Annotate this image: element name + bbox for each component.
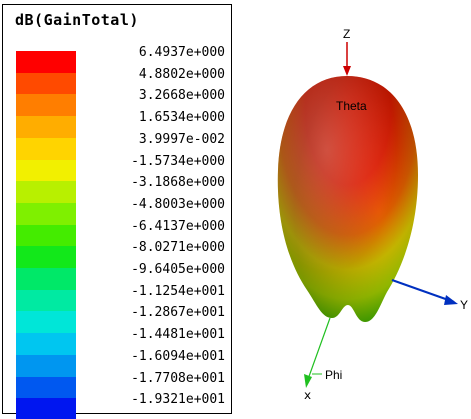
legend-swatch [16, 246, 76, 269]
legend-level-label: -1.4481e+001 [131, 327, 225, 343]
legend-level-label: -1.6094e+001 [131, 348, 225, 364]
legend-level-label: -1.9321e+001 [131, 392, 225, 408]
legend-swatch [16, 202, 76, 226]
phi-label: Phi [325, 368, 342, 382]
pattern-svg: Z Theta Y Phi ⅹ [277, 27, 468, 402]
legend-level-label: 1.6534e+000 [138, 110, 225, 126]
legend-level-label: -6.4137e+000 [131, 218, 225, 234]
legend-level-label: 4.8802e+000 [138, 66, 225, 82]
theta-label: Theta [336, 99, 367, 113]
y-axis-label: Y [460, 298, 468, 312]
legend-swatch [16, 137, 76, 160]
legend-swatch [16, 376, 76, 399]
phi-axis-arrowhead [304, 374, 312, 388]
y-axis-arrowhead [444, 295, 458, 305]
legend-swatch [16, 181, 76, 204]
legend-swatch [16, 398, 76, 419]
legend-swatch [16, 311, 76, 334]
legend-swatch [16, 224, 76, 247]
color-legend: dB(GainTotal) 6.4937e+000 4.8802e+000 3.26… [2, 4, 232, 419]
3d-pattern-plot: Z Theta Y Phi ⅹ [232, 0, 471, 419]
z-axis-arrowhead [343, 66, 351, 76]
legend-level-label: -8.0271e+000 [131, 240, 225, 256]
legend-swatch [16, 159, 76, 182]
legend-swatch [16, 72, 76, 95]
legend-swatch [16, 289, 76, 312]
legend-level-label: -3.1868e+000 [131, 175, 225, 191]
legend-swatch [16, 268, 76, 291]
legend-level-label: 3.2668e+000 [138, 88, 225, 104]
x-axis-label: ⅹ [304, 388, 311, 402]
legend-level-label: 6.4937e+000 [138, 45, 225, 60]
legend-swatch [16, 333, 76, 356]
legend-level-label: -4.8003e+000 [131, 196, 225, 212]
legend-level-label: 3.9997e-002 [138, 131, 225, 147]
legend-level-label: -1.5734e+000 [131, 153, 225, 169]
legend-title: dB(GainTotal) [15, 11, 139, 29]
z-axis-label: Z [343, 27, 350, 41]
legend-swatch [16, 51, 76, 74]
legend-swatch [16, 354, 76, 377]
y-axis-line [391, 279, 455, 303]
legend-swatch [16, 116, 76, 139]
legend-level-label: -1.7708e+001 [131, 370, 225, 386]
radiation-lobe-highlight [277, 76, 418, 322]
legend-level-label: -1.2867e+001 [131, 305, 225, 321]
legend-level-label: -9.6405e+000 [131, 262, 225, 277]
legend-swatch [16, 94, 76, 117]
phi-axis-line [306, 317, 331, 383]
legend-level-label: -1.1254e+001 [131, 283, 225, 299]
